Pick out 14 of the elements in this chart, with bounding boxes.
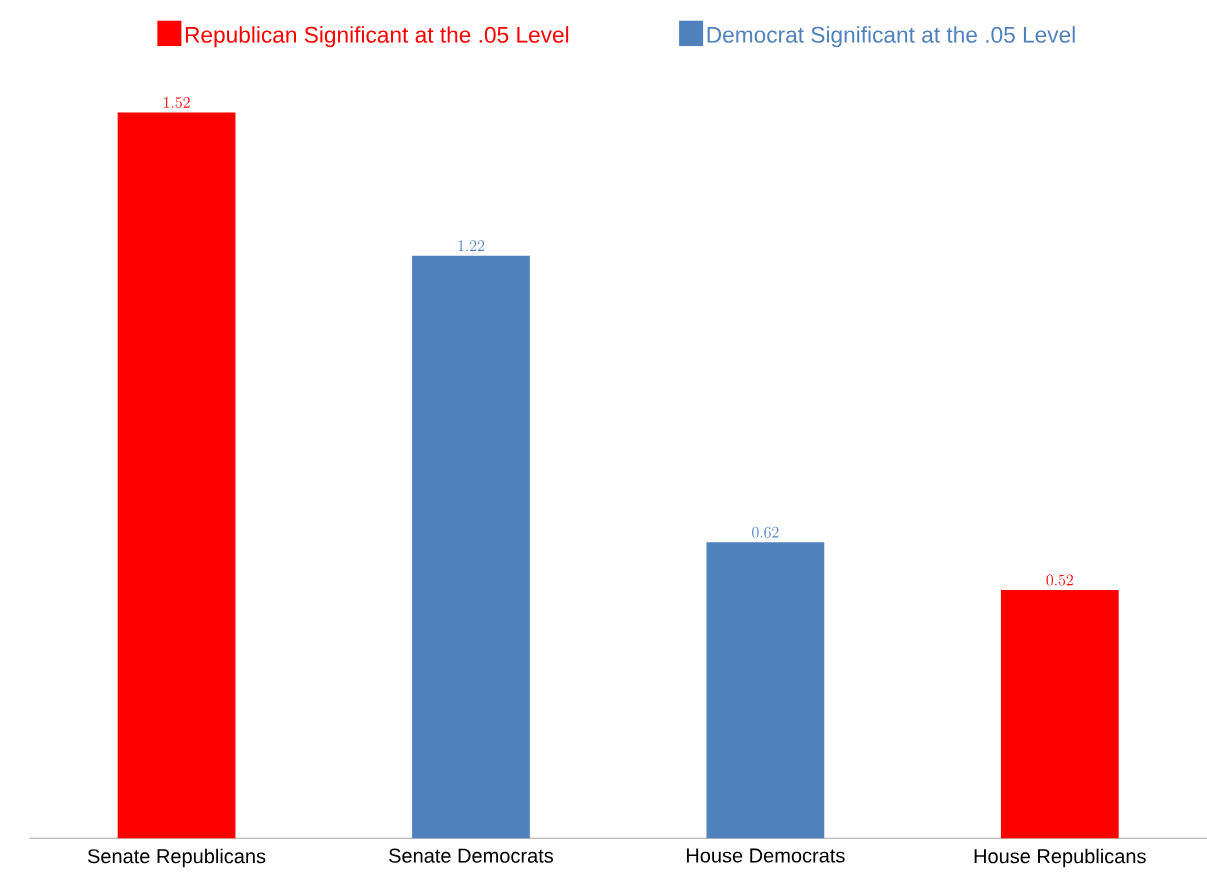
x-tick-label: House Democrats	[686, 848, 845, 863]
bar	[117, 112, 236, 839]
bar	[1000, 589, 1119, 839]
bar	[706, 542, 825, 839]
legend-label: Republican Significant at the .05 Level	[185, 26, 569, 48]
data-label: 0.62	[752, 526, 779, 538]
x-tick-label: Senate Democrats	[389, 848, 554, 863]
x-tick-label: House Republicans	[974, 848, 1146, 868]
data-label: 0.52	[1046, 574, 1073, 586]
legend-label: Democrat Significant at the .05 Level	[707, 26, 1075, 48]
data-label: 1 .22	[458, 240, 485, 251]
data-label: 1 .52	[164, 96, 190, 108]
x-tick-label: Senate Republicans	[87, 848, 266, 868]
bar	[412, 255, 530, 839]
